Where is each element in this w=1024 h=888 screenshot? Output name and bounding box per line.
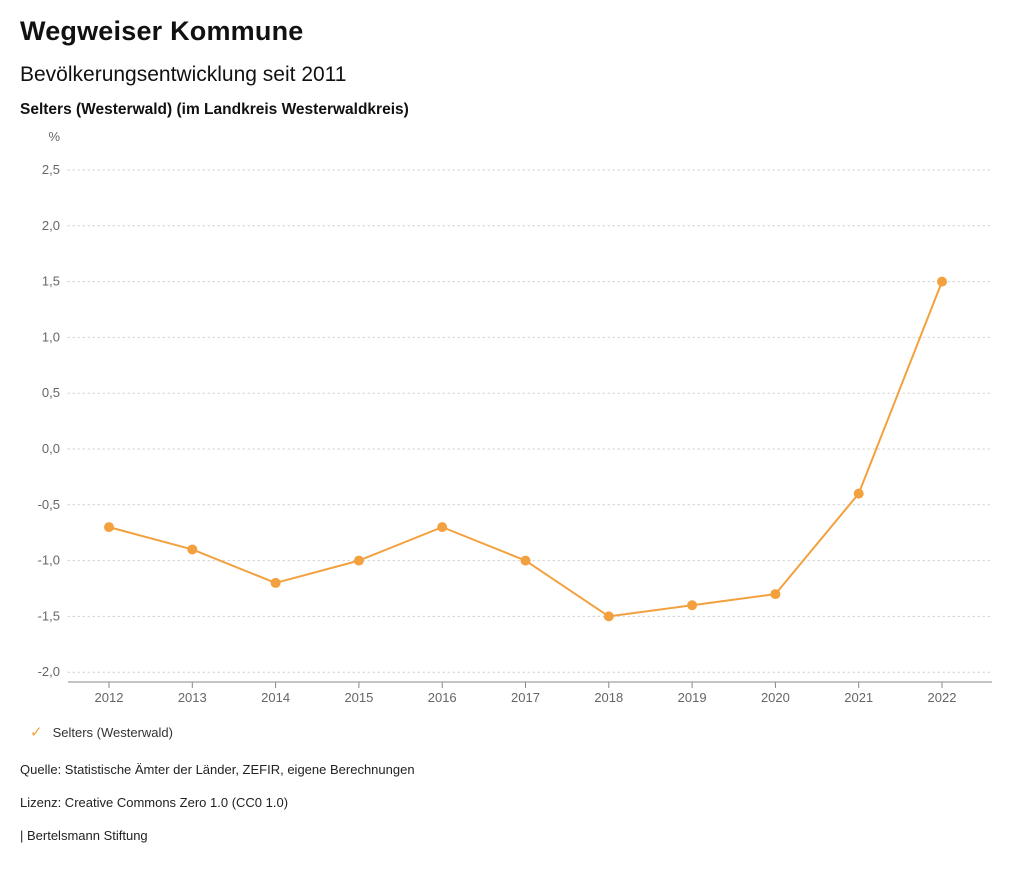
y-axis-label: 2,0 (42, 218, 60, 233)
x-axis-label: 2022 (928, 690, 957, 705)
y-axis-label: 0,5 (42, 385, 60, 400)
data-point-2021[interactable] (853, 488, 864, 499)
data-point-2017[interactable] (520, 555, 531, 566)
x-axis-label: 2014 (261, 690, 290, 705)
y-axis-label: 2,5 (42, 162, 60, 177)
y-axis-label: -1,0 (38, 553, 60, 568)
x-axis-label: 2013 (178, 690, 207, 705)
chart-region-subtitle: Selters (Westerwald) (im Landkreis Weste… (20, 101, 409, 118)
chart-title: Bevölkerungsentwicklung seit 2011 (20, 63, 347, 86)
data-point-2013[interactable] (187, 544, 198, 555)
source-text: Quelle: Statistische Ämter der Länder, Z… (20, 762, 415, 777)
check-icon: ✓ (30, 724, 43, 741)
data-point-2012[interactable] (104, 522, 114, 533)
x-axis-label: 2016 (428, 690, 457, 705)
x-axis-label: 2018 (594, 690, 623, 705)
x-axis-label: 2012 (95, 690, 124, 705)
data-point-2022[interactable] (937, 276, 947, 287)
data-point-2015[interactable] (353, 555, 364, 566)
y-axis-label: 0,0 (42, 441, 60, 456)
y-axis-label: -2,0 (38, 664, 60, 679)
x-axis-label: 2020 (761, 690, 790, 705)
x-axis-label: 2021 (844, 690, 873, 705)
y-axis-unit-label: % (48, 129, 60, 144)
chart-svg: % 2,5 2,0 1,5 1,0 0,5 0,0 -0,5 -1,0 -1,5 -2,0 2012 2… (38, 129, 993, 705)
data-point-2016[interactable] (437, 522, 448, 533)
x-axis-label: 2019 (678, 690, 707, 705)
legend-item-label: Selters (Westerwald) (52, 725, 173, 740)
page: Wegweiser Kommune Bevölkerungsentwicklun… (20, 16, 1004, 843)
data-point-2020[interactable] (770, 589, 781, 600)
data-point-2018[interactable] (603, 611, 614, 622)
page-title: Wegweiser Kommune (20, 16, 304, 46)
population-line-chart: % 2,5 2,0 1,5 1,0 0,5 0,0 -0,5 -1,0 -1,5 -2,0 2012 2… (20, 125, 1004, 717)
data-point-2019[interactable] (687, 600, 698, 611)
data-point-2014[interactable] (270, 577, 281, 588)
y-axis-label: 1,5 (42, 274, 60, 289)
license-text: Lizenz: Creative Commons Zero 1.0 (CC0 1… (20, 795, 289, 810)
x-axis-label: 2015 (344, 690, 373, 705)
brand-text: | Bertelsmann Stiftung (20, 828, 148, 843)
footer: Quelle: Statistische Ämter der Länder, Z… (20, 762, 1004, 843)
y-axis-label: -1,5 (38, 608, 60, 623)
legend-item-selters[interactable]: ✓ Selters (Westerwald) (20, 725, 1004, 740)
y-axis-label: -0,5 (38, 497, 60, 512)
x-axis-label: 2017 (511, 690, 540, 705)
y-axis-label: 1,0 (42, 329, 60, 344)
